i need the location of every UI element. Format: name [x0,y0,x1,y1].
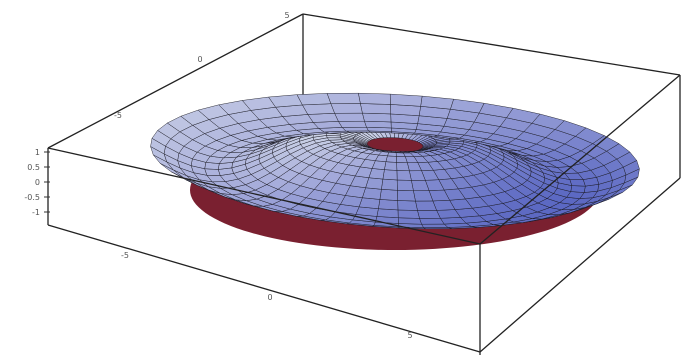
surface-patch [385,155,397,163]
surface-patch [384,161,398,171]
surface-patch [417,210,441,219]
z-tick-label: 0 [35,178,40,187]
surface-patch [381,178,398,191]
y-tick-label: -5 [114,111,122,120]
surface-patch [360,103,391,115]
surface-patch [204,168,221,176]
z-tick-label: 0.5 [27,163,40,172]
surface-patch [341,127,369,132]
surface-patch [396,179,414,191]
surface-patch [396,162,410,172]
surface-patch [334,112,365,122]
surface-patch [397,209,420,219]
axis-ticks: 1 0.5 0 -0.5 -1 5 0 -5 -5 0 5 [24,11,412,340]
surface-patch [307,113,339,123]
x-tick-label: 0 [267,293,272,302]
plot-box-front [47,74,681,355]
z-tick-label: 1 [35,148,40,157]
plot-box-back [47,13,681,225]
surface-patch [397,190,416,202]
surface-patch [396,170,412,181]
surface-patch [382,169,398,181]
surface-patch [362,112,392,123]
surface-mesh [150,92,640,250]
x-tick-label: 5 [407,331,412,340]
surface-patch [396,156,408,163]
surface-patch [397,200,418,211]
surface-patch [330,103,363,114]
surface-patch [389,93,423,107]
y-tick-label: 5 [284,11,289,20]
surface-patch [415,200,437,211]
surface-patch [296,93,332,106]
surface-patch [397,217,422,225]
surface-patch [419,218,445,225]
surface-patch [378,199,399,211]
z-tick-label: -1 [32,208,40,217]
surface-patch [337,120,367,128]
surface-patch [326,137,343,141]
surface-patch [376,208,399,219]
surface-patch [302,103,335,115]
surface-patch [569,179,586,187]
surface-patch [421,223,449,228]
z-tick-label: -0.5 [24,193,40,202]
surface-patch [364,120,392,129]
surface-patch [570,185,586,193]
surface-patch [358,92,391,105]
surface-patch [379,189,398,201]
surface-patch [326,92,361,104]
y-tick-label: 0 [197,55,202,64]
x-tick-label: -5 [121,251,129,260]
surface-patch [358,197,381,209]
